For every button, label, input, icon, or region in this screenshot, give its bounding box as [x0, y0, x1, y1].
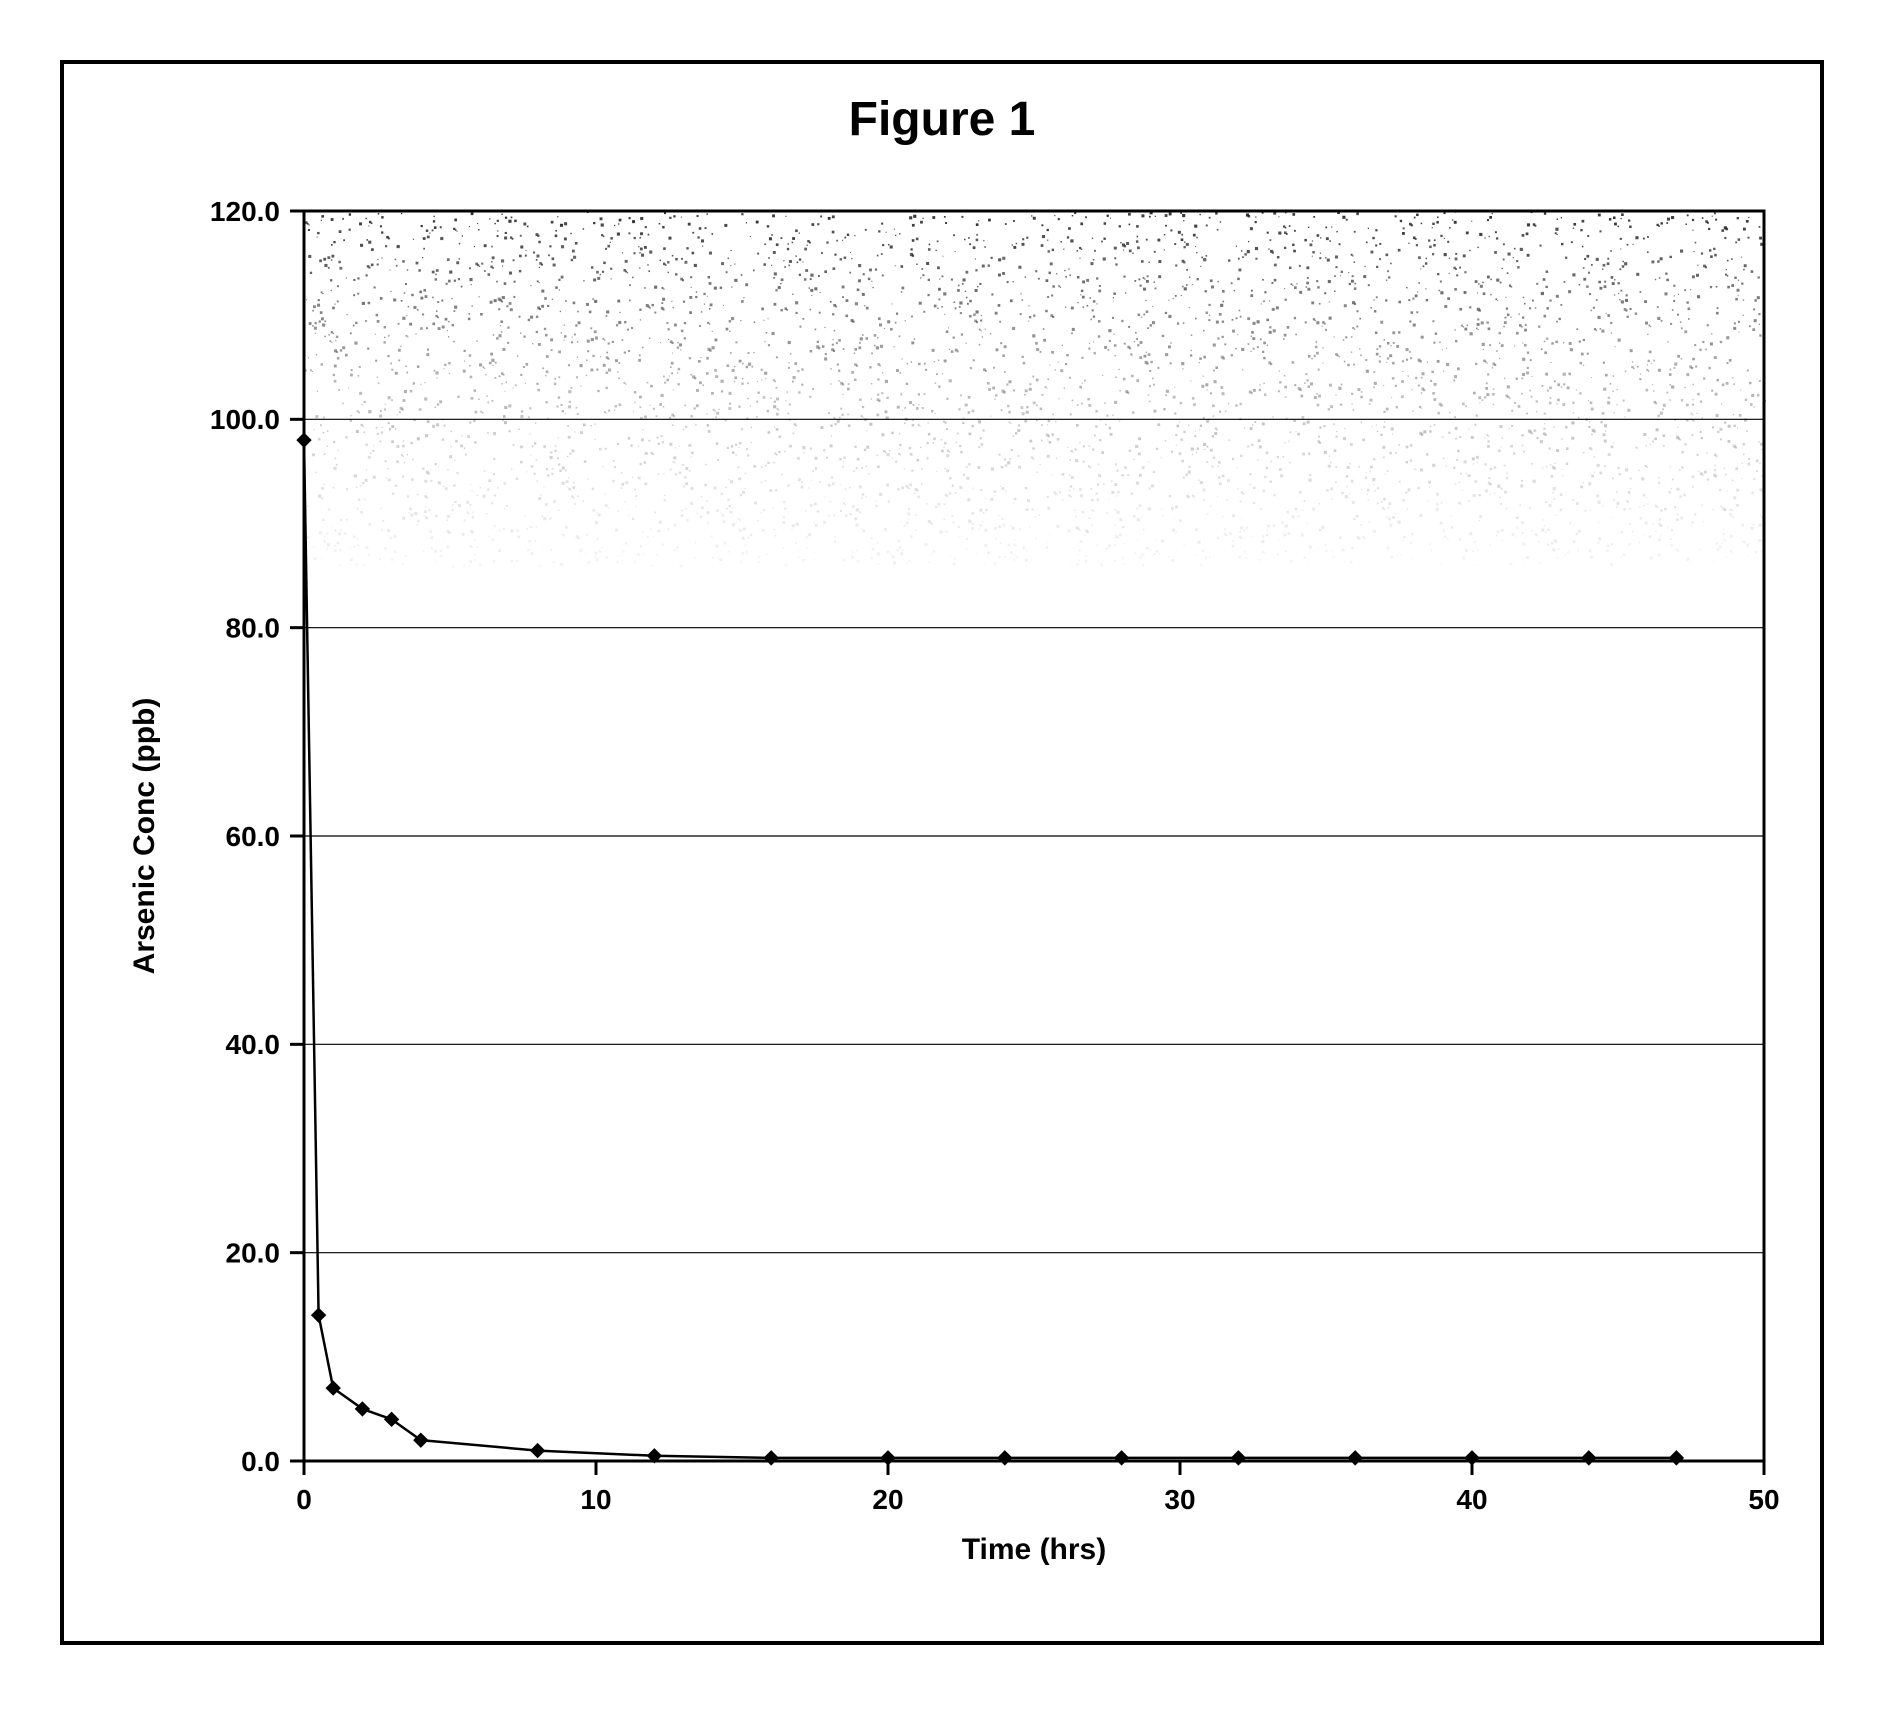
ytick-label: 0.0: [241, 1446, 280, 1477]
xtick-label: 40: [1456, 1484, 1487, 1515]
ytick-label: 120.0: [210, 196, 280, 227]
chart-frame: Figure 1 0.0 20.0 40.0 60.0 80.0 100.0 120.0 0 1…: [60, 60, 1824, 1645]
xtick-label: 50: [1748, 1484, 1779, 1515]
ytick-label: 80.0: [226, 612, 281, 643]
chart-title: Figure 1: [64, 64, 1820, 151]
ytick-label: 40.0: [226, 1029, 281, 1060]
y-axis-label: Arsenic Conc (ppb): [128, 698, 161, 975]
xtick-label: 20: [872, 1484, 903, 1515]
xtick-label: 30: [1164, 1484, 1195, 1515]
xtick-label: 0: [296, 1484, 312, 1515]
x-axis-label: Time (hrs): [962, 1533, 1106, 1566]
ytick-label: 20.0: [226, 1237, 281, 1268]
ytick-label: 100.0: [210, 404, 280, 435]
ytick-label: 60.0: [226, 821, 281, 852]
chart-plot: 0.0 20.0 40.0 60.0 80.0 100.0 120.0 0 10 20 30 40 50…: [64, 151, 1820, 1641]
xtick-label: 10: [580, 1484, 611, 1515]
